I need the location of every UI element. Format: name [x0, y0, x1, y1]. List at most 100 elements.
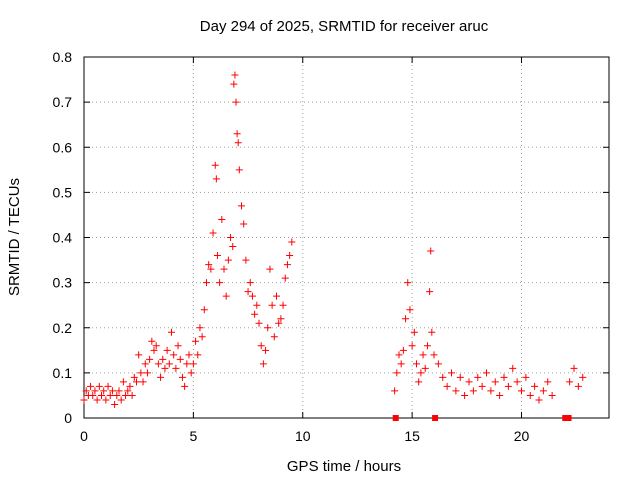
data-point	[87, 382, 95, 390]
data-point	[487, 387, 495, 395]
data-point	[570, 364, 578, 372]
data-points	[80, 71, 587, 421]
data-point	[474, 373, 482, 381]
data-point	[168, 328, 175, 336]
data-point	[281, 274, 289, 282]
data-point	[244, 288, 252, 296]
data-point	[108, 387, 116, 395]
data-point	[518, 387, 525, 395]
data-point	[222, 292, 230, 300]
data-point	[163, 346, 171, 354]
data-point	[566, 378, 574, 386]
data-point	[194, 351, 202, 359]
data-point	[275, 319, 283, 327]
data-point	[410, 328, 418, 336]
data-point	[187, 369, 195, 377]
data-point	[535, 396, 543, 404]
data-point	[496, 391, 504, 399]
data-point	[255, 319, 263, 327]
grid-lines	[84, 57, 609, 418]
x-tick-label: 5	[189, 428, 197, 444]
data-point	[220, 265, 228, 273]
flag-marker	[562, 415, 569, 421]
data-point	[448, 369, 455, 377]
data-point	[104, 382, 112, 390]
flag-marker	[565, 415, 572, 421]
x-tick-label: 10	[295, 428, 311, 444]
data-point	[399, 346, 407, 354]
data-point	[154, 360, 162, 368]
data-point	[91, 387, 99, 395]
data-point	[159, 355, 167, 363]
y-tick-label: 0.2	[53, 320, 73, 336]
data-point	[212, 175, 220, 183]
y-tick-label: 0.3	[53, 275, 73, 291]
data-point	[115, 387, 123, 395]
data-point	[161, 364, 169, 372]
data-point	[259, 360, 267, 368]
data-point	[200, 306, 208, 314]
data-point	[152, 342, 160, 350]
data-point	[157, 373, 165, 381]
data-point	[456, 373, 464, 381]
data-point	[240, 220, 248, 228]
x-tick-label: 15	[404, 428, 420, 444]
data-point	[207, 265, 215, 273]
data-point	[248, 292, 256, 300]
data-point	[203, 279, 210, 287]
data-point	[426, 288, 434, 296]
data-point	[423, 342, 431, 350]
data-point	[465, 378, 473, 386]
data-point	[526, 391, 534, 399]
data-point	[393, 369, 401, 377]
data-point	[232, 98, 240, 106]
data-point	[395, 351, 403, 359]
data-point	[174, 342, 182, 350]
data-point	[262, 346, 270, 354]
data-point	[251, 310, 259, 318]
y-tick-label: 0	[64, 410, 72, 426]
data-point	[139, 378, 147, 386]
data-point	[213, 252, 221, 260]
data-point	[170, 351, 178, 359]
data-point	[150, 346, 158, 354]
data-point	[128, 391, 136, 399]
data-point	[178, 373, 186, 381]
data-point	[82, 387, 90, 395]
y-tick-label: 0.5	[53, 184, 73, 200]
data-point	[234, 139, 242, 147]
data-point	[106, 391, 114, 399]
data-point	[238, 202, 245, 210]
data-point	[80, 396, 88, 404]
data-point	[183, 360, 191, 368]
data-point	[189, 360, 197, 368]
data-point	[469, 387, 477, 395]
data-point	[130, 373, 138, 381]
data-point	[283, 261, 291, 269]
data-point	[205, 261, 213, 269]
data-point	[483, 369, 490, 377]
data-point	[439, 373, 447, 381]
data-point	[513, 378, 521, 386]
data-point	[531, 382, 539, 390]
data-point	[89, 391, 97, 399]
data-point	[119, 378, 127, 386]
data-point	[133, 378, 140, 386]
data-point	[452, 387, 460, 395]
data-point	[461, 391, 469, 399]
data-point	[235, 166, 243, 174]
y-tick-label: 0.4	[53, 230, 73, 246]
data-point	[406, 306, 414, 314]
data-point	[93, 396, 101, 404]
data-point	[579, 373, 587, 381]
data-point	[428, 328, 436, 336]
data-point	[397, 360, 405, 368]
data-point	[146, 355, 154, 363]
data-point	[233, 130, 241, 138]
data-point	[253, 301, 261, 309]
data-point	[95, 382, 103, 390]
data-point	[117, 396, 125, 404]
x-tick-label: 0	[80, 428, 88, 444]
data-point	[404, 279, 412, 287]
data-point	[100, 387, 108, 395]
